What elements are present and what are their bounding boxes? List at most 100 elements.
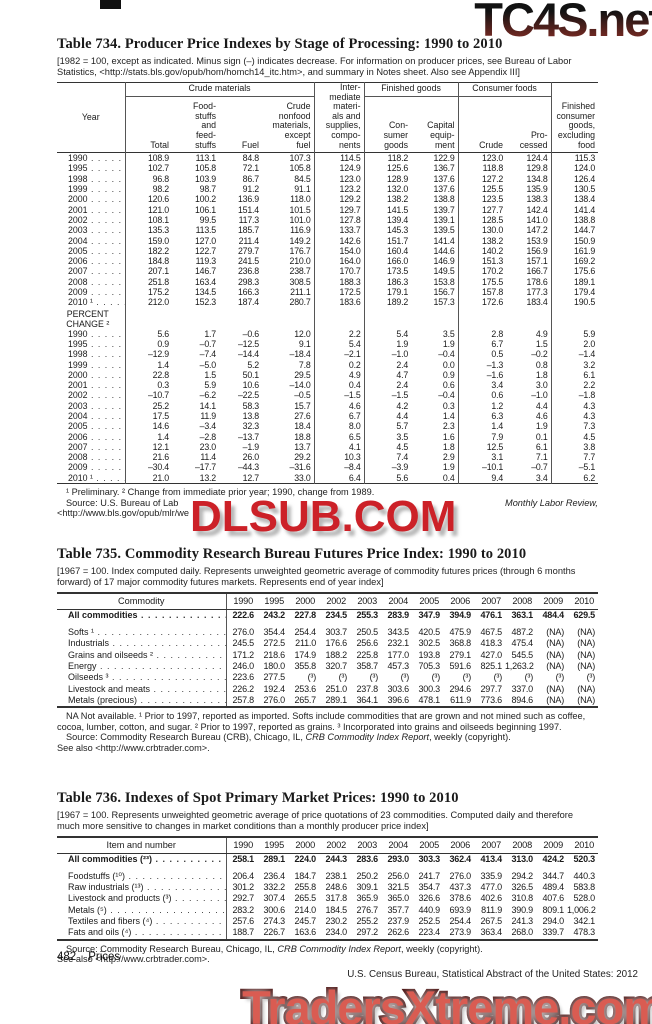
value-cell: 190.5 <box>574 297 596 308</box>
value-cell: 145.3 <box>387 225 409 236</box>
value-cell: 166.3 <box>237 287 259 298</box>
row-label-cell: Softs ¹ <box>57 627 227 639</box>
year-cell: 1998 <box>57 349 126 360</box>
source-left-fragment: Source: U.S. Bureau of Lab <box>66 497 179 508</box>
table-736-section: Table 736. Indexes of Spot Primary Marke… <box>57 790 598 965</box>
value-cell: 227.8 <box>294 609 316 620</box>
col-group-crude-materials: Crude materials <box>125 82 315 97</box>
col-header-total: Total <box>150 139 169 150</box>
value-cell: 1.9 <box>506 421 552 432</box>
value-cell: 100.2 <box>194 194 216 205</box>
value-cell: 355.8 <box>294 661 316 672</box>
value-cell: 12.5 <box>486 441 504 452</box>
col-header-year: 2000 <box>288 836 319 854</box>
value-cell: 124.4 <box>506 152 552 164</box>
col-header-year: 2002 <box>319 836 350 854</box>
value-cell: 272.5 <box>263 638 285 649</box>
value-cell: 178.6 <box>506 276 552 288</box>
value-cell: 140.2 <box>482 245 504 256</box>
value-cell: –0.6 <box>242 328 260 339</box>
table-row: Metals (⁵) 283.2 300.6 214.0 184.5 276.7 357.7… <box>57 904 598 917</box>
empty-cell <box>314 307 365 329</box>
col-header-processed: Pro- cessed <box>506 96 552 153</box>
value-cell: 12.0 <box>262 328 315 339</box>
value-cell: 1.2 <box>491 400 504 411</box>
table-row: All commodities 222.6 243.2 227.8 234.5 255.3… <box>57 609 598 622</box>
spacer-cell <box>57 864 227 871</box>
value-cell: 119.3 <box>195 256 217 267</box>
value-cell: 6.7 <box>491 338 504 349</box>
value-cell: 226.2 <box>232 683 254 694</box>
value-cell: –1.8 <box>578 390 596 401</box>
value-cell: 27.6 <box>262 410 315 422</box>
value-cell: 0.9 <box>411 369 459 381</box>
value-cell: 14.1 <box>199 400 217 411</box>
value-cell: 3.4 <box>506 472 552 484</box>
col-header-year: 2004 <box>381 836 412 854</box>
empty-cell <box>172 308 219 329</box>
col-group-consumer-foods: Consumer foods <box>458 82 552 97</box>
row-label-cell: Foodstuffs (¹⁰) <box>57 870 227 883</box>
table-row: 2002–10.7–6.2–22.5–0.5–1.5–1.5–0.40.6–1.… <box>57 390 598 401</box>
value-cell: 122.9 <box>411 152 459 164</box>
table-row: 2003 25.2 14.1 58.315.74.6 4.20.3 1.24.4 4.3 <box>57 400 598 411</box>
value-cell: 0.4 <box>314 380 365 391</box>
table-row: Item and number 1990 1995 2000 2002 2003 2004 2… <box>57 836 598 854</box>
col-header-year: 1990 <box>226 836 257 854</box>
col-header-year: 2008 <box>505 836 536 854</box>
table-row: All commodities (²³) 258.1 289.1 224.0 244.3… <box>57 853 598 865</box>
year-cell: 2001 <box>57 204 126 215</box>
year-cell: 1990 <box>57 328 126 339</box>
value-cell: 250.2 <box>356 870 378 881</box>
value-cell: 142.4 <box>506 204 552 215</box>
row-label-cell: Industrials <box>57 638 227 650</box>
value-cell: 103.9 <box>194 173 216 184</box>
value-cell: 187.4 <box>237 297 259 308</box>
col-header-year: 2000 <box>288 592 319 610</box>
value-cell: (³) <box>431 672 441 683</box>
table-row: 2007 12.1 23.0 –1.913.74.1 4.51.8 12.56.1 3.8 <box>57 441 598 453</box>
value-cell: 4.5 <box>396 441 409 452</box>
value-cell: 234.5 <box>325 609 347 620</box>
table-735-section: Table 735. Commodity Research Bureau Fut… <box>57 546 598 754</box>
value-cell: 289.1 <box>263 853 285 864</box>
table-735-title: Table 735. Commodity Research Bureau Fut… <box>57 545 527 562</box>
value-cell: 440.3 <box>573 870 595 881</box>
value-cell: 293.0 <box>387 853 409 864</box>
value-cell: 257.6 <box>232 916 254 927</box>
value-cell: 211.0 <box>295 638 316 649</box>
value-cell: 14.6 <box>152 421 170 432</box>
value-cell: 250.5 <box>356 627 378 638</box>
table-row: Oilseeds ³ 223.6 277.5 (³) (³) (³) (³) (³) (³) (³… <box>57 672 598 684</box>
year-cell: 2007 <box>57 441 126 453</box>
table-735-headnote: [1967 = 100. Index computed daily. Repre… <box>57 565 576 587</box>
value-cell: –8.4 <box>314 462 365 473</box>
year-cell: 2000 <box>57 194 126 205</box>
value-cell: 280.7 <box>262 297 315 308</box>
source-url-fragment: <http://www.bls.gov/opub/mlr/we <box>57 508 190 519</box>
value-cell: 811.9 <box>481 904 502 915</box>
col-header-year: 1995 <box>257 836 288 854</box>
value-cell: 302.5 <box>418 638 440 649</box>
value-cell: 326.5 <box>511 882 533 893</box>
value-cell: 152.3 <box>194 297 216 308</box>
col-header-year: 2005 <box>412 592 443 610</box>
value-cell: 101.0 <box>262 214 315 226</box>
value-cell: 8.0 <box>314 421 365 432</box>
value-cell: 186.3 <box>387 276 409 287</box>
table-row: Foodstuffs (¹⁰) 206.4 236.4 184.7 238.1 250.2… <box>57 870 598 883</box>
value-cell: 218.6 <box>263 649 285 660</box>
value-cell: –30.4 <box>147 462 169 473</box>
value-cell: 132.0 <box>387 184 409 195</box>
value-cell: –0.4 <box>411 349 459 360</box>
value-cell: 3.2 <box>583 359 596 370</box>
value-cell: 9.4 <box>491 472 504 483</box>
value-cell: 1.4 <box>411 410 459 422</box>
value-cell: 222.6 <box>232 609 254 620</box>
value-cell: 5.6 <box>157 328 169 339</box>
value-cell: 141.4 <box>574 204 596 215</box>
table-736-headnote: [1967 = 100. Represents unweighted geome… <box>57 809 574 831</box>
